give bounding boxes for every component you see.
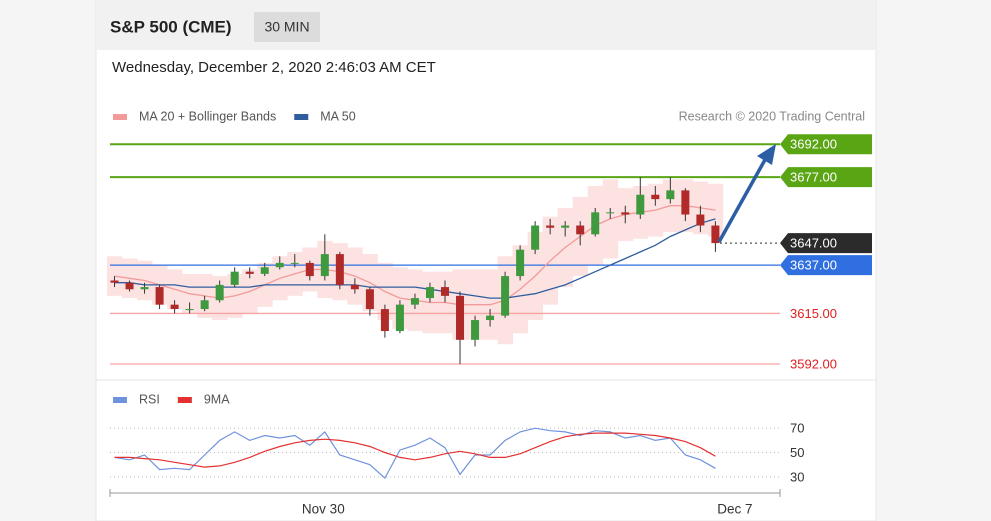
candle-body <box>110 280 119 283</box>
candle-body <box>410 298 419 305</box>
forecast-arrow <box>717 157 768 243</box>
legend-swatch <box>177 397 192 403</box>
candle-body <box>230 271 239 285</box>
y-tick-label: 50 <box>790 445 804 460</box>
level-tag <box>780 134 872 155</box>
level-tag <box>780 167 872 188</box>
candle-body <box>471 320 480 340</box>
candle-body <box>681 190 690 215</box>
series-line <box>114 432 716 468</box>
candle-body <box>696 214 705 226</box>
candle-body <box>185 309 194 311</box>
timestamp: Wednesday, December 2, 2020 2:46:03 AM C… <box>112 59 436 76</box>
forecast-arrowhead <box>757 144 776 165</box>
series-line <box>114 427 716 480</box>
y-tick-label: 70 <box>790 421 804 436</box>
legend-label: MA 20 + Bollinger Bands <box>139 109 276 123</box>
legend-label: 9MA <box>204 392 230 406</box>
candle-body <box>350 284 359 290</box>
candle-body <box>501 276 510 316</box>
candle-body <box>486 315 495 321</box>
candle-body <box>170 304 179 310</box>
ma-line <box>114 218 716 299</box>
candle-body <box>456 295 465 340</box>
level-label: 3677.00 <box>790 170 837 185</box>
interval-badge <box>254 12 320 42</box>
level-label: 3615.00 <box>790 306 837 321</box>
legend-label: RSI <box>139 392 160 406</box>
candle-body <box>335 254 344 285</box>
candle-body <box>395 304 404 332</box>
legend-label: MA 50 <box>320 109 355 123</box>
y-tick-label: 30 <box>790 469 804 484</box>
candle-body <box>441 287 449 296</box>
candle-body <box>200 300 209 310</box>
level-label: 3592.00 <box>790 356 837 371</box>
candle-body <box>651 194 660 200</box>
level-tag <box>780 255 872 276</box>
candle-body <box>155 287 164 305</box>
x-tick-label: Dec 7 <box>717 502 752 517</box>
level-label: 3637.00 <box>790 258 837 273</box>
header-bar <box>96 0 876 50</box>
candle-body <box>305 262 314 277</box>
plot-layer: 3692.00 3677.00 3647.00 3637.00 3615.00 3592.… <box>106 109 872 517</box>
candle-body <box>516 249 525 277</box>
x-tick-label: Nov 30 <box>302 502 345 517</box>
candle-body <box>140 287 149 290</box>
legend-swatch <box>113 397 127 403</box>
level-tag <box>780 233 872 254</box>
candle-body <box>531 225 540 250</box>
interval-label: 30 MIN <box>264 19 309 35</box>
candle-body <box>576 225 585 235</box>
candle-body <box>666 190 675 200</box>
candle-body <box>621 212 630 215</box>
candle-body <box>546 225 555 228</box>
candle-body <box>606 212 615 214</box>
candle-body <box>290 262 299 264</box>
candle-body <box>425 287 434 299</box>
candle-body <box>245 271 254 274</box>
candle-body <box>636 194 645 215</box>
candle-body <box>561 225 570 228</box>
credit: Research © 2020 Trading Central <box>679 109 865 123</box>
candle-body <box>591 212 600 235</box>
candle-body <box>215 284 224 301</box>
instrument-title: S&P 500 (CME) <box>110 17 232 36</box>
card <box>95 0 877 521</box>
level-label: 3647.00 <box>790 236 837 251</box>
candle-body <box>125 282 134 290</box>
candle-body <box>380 309 389 332</box>
candle-body <box>320 254 329 277</box>
bollinger-band <box>707 183 724 237</box>
level-label: 3692.00 <box>790 137 837 152</box>
candle-body <box>711 225 720 244</box>
legend-swatch <box>113 114 127 120</box>
candle-body <box>275 262 284 268</box>
legend-swatch <box>294 114 309 120</box>
candle-body <box>365 289 374 310</box>
candle-body <box>260 267 269 274</box>
